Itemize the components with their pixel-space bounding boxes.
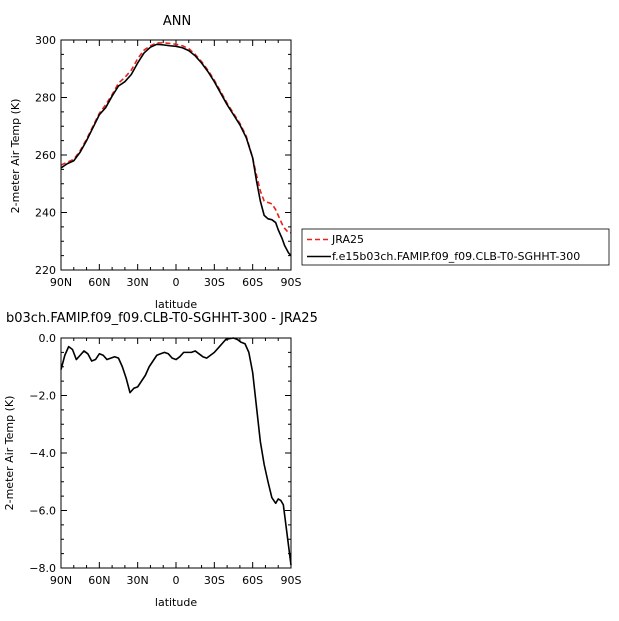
y-tick-label: 260	[35, 149, 56, 162]
x-tick-label: 60N	[88, 574, 110, 587]
y-tick-label: 240	[35, 207, 56, 220]
series-line-jra25	[60, 42, 291, 234]
bottom-panel: b03ch.FAMIP.f09_f09.CLB-T0-SGHHT-300 - J…	[3, 311, 318, 609]
x-tick-label: 90N	[50, 574, 72, 587]
x-tick-label: 30N	[127, 276, 149, 289]
x-tick-label: 0	[173, 276, 180, 289]
bottom-series	[60, 337, 292, 566]
top-ticks: 90N 60N 30N 0 30S 60S 90S 220 240 260 280 300	[35, 34, 302, 289]
x-tick-label: 30N	[127, 574, 149, 587]
x-tick-label: 30S	[204, 276, 225, 289]
x-tick-label: 0	[173, 574, 180, 587]
series-line-model	[60, 43, 292, 257]
x-tick-label: 90N	[50, 276, 72, 289]
x-tick-label: 90S	[281, 276, 302, 289]
y-tick-label: −8.0	[29, 562, 56, 575]
legend-box	[301, 228, 610, 266]
legend: JRA25 f.e15b03ch.FAMIP.f09_f09.CLB-T0-SG…	[301, 228, 610, 266]
x-tick-label: 30S	[204, 574, 225, 587]
bottom-x-axis-label: latitude	[155, 596, 197, 609]
y-tick-label: 220	[35, 264, 56, 277]
y-tick-label: 300	[35, 34, 56, 47]
x-tick-label: 90S	[281, 574, 302, 587]
bottom-plot-frame	[60, 337, 292, 569]
x-tick-label: 60S	[242, 574, 263, 587]
legend-label-model: f.e15b03ch.FAMIP.f09_f09.CLB-T0-SGHHT-30…	[332, 250, 580, 263]
y-tick-label: −2.0	[29, 390, 56, 403]
top-panel-title: ANN	[163, 14, 191, 29]
series-line-difference	[60, 337, 292, 566]
bottom-y-axis-label: 2-meter Air Temp (K)	[3, 396, 16, 511]
top-y-axis-label: 2-meter Air Temp (K)	[9, 99, 22, 214]
y-tick-label: 0.0	[39, 332, 57, 345]
bottom-panel-title: b03ch.FAMIP.f09_f09.CLB-T0-SGHHT-300 - J…	[6, 311, 318, 326]
x-tick-label: 60N	[88, 276, 110, 289]
top-x-axis-label: latitude	[155, 298, 197, 311]
legend-label-jra25: JRA25	[331, 233, 364, 246]
y-tick-label: −6.0	[29, 505, 56, 518]
top-panel: ANN 2-meter Air Temp (K) latitude 90N 60N…	[9, 14, 302, 311]
top-plot-frame	[60, 39, 292, 271]
y-tick-label: −4.0	[29, 447, 56, 460]
x-tick-label: 60S	[242, 276, 263, 289]
top-series	[60, 42, 292, 257]
y-tick-label: 280	[35, 92, 56, 105]
